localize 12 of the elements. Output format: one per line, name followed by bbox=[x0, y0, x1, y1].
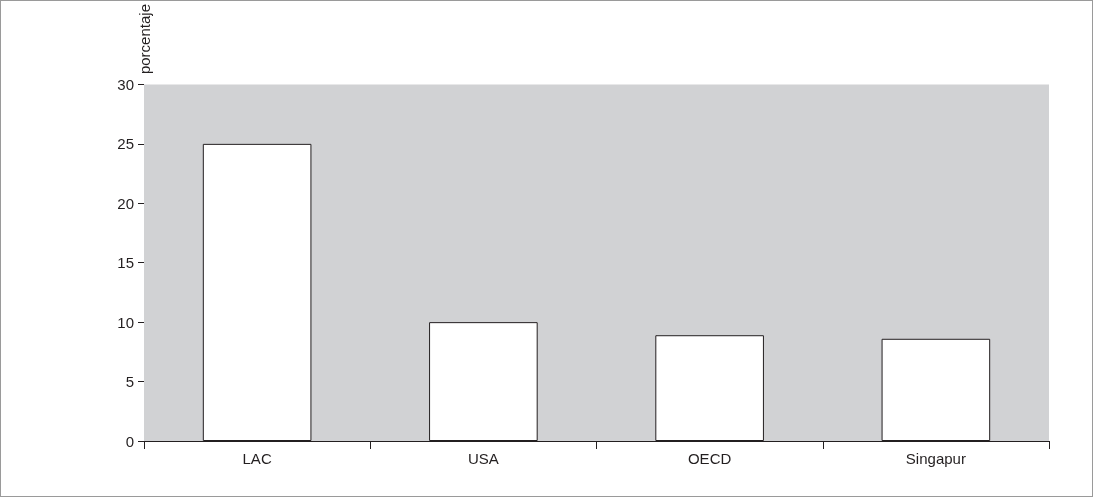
x-tick-label: USA bbox=[467, 450, 499, 467]
y-tick-label: 20 bbox=[117, 194, 134, 212]
y-tick-label: 10 bbox=[117, 313, 134, 331]
y-axis-title: porcentaje bbox=[135, 4, 153, 75]
y-tick-label: 25 bbox=[117, 135, 134, 153]
x-tick-label: LAC bbox=[242, 450, 272, 467]
y-tick-label: 30 bbox=[117, 75, 134, 93]
x-tick-label: Singapur bbox=[905, 450, 966, 467]
x-tick-label: OECD bbox=[687, 450, 732, 467]
y-tick-label: 5 bbox=[125, 373, 134, 391]
y-tick-label: 15 bbox=[117, 254, 134, 272]
y-tick-label: 0 bbox=[125, 432, 134, 450]
